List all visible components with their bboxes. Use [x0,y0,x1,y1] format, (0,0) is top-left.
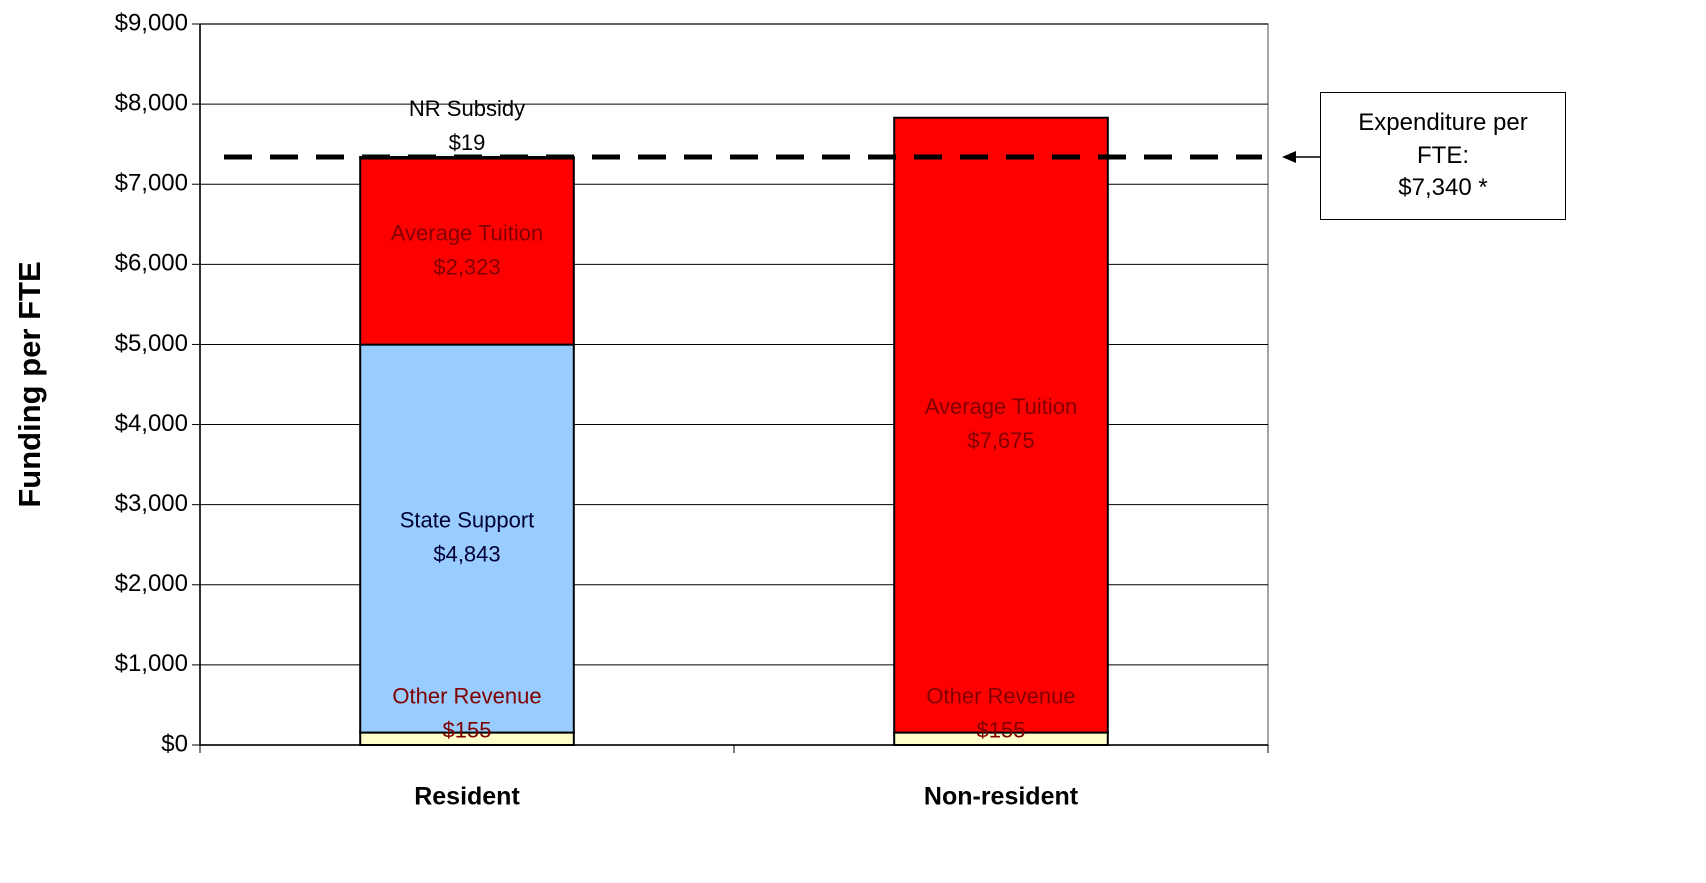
data-label: $155 [443,717,492,742]
data-label: $2,323 [433,254,500,279]
bar-segment [359,343,575,734]
bar-segment [893,116,1109,734]
y-tick-label: $8,000 [115,89,188,116]
y-tick-label: $7,000 [115,170,188,197]
y-tick-label: $4,000 [115,410,188,437]
bar-segment [359,157,575,346]
x-tick-label: Resident [414,783,520,811]
reference-value-label: $7,340 * [1398,174,1488,202]
y-tick-label: $0 [161,730,188,757]
data-label: $19 [449,130,486,155]
data-label-name: Other Revenue [926,683,1075,708]
annotation-arrowhead [1282,150,1296,163]
data-label: $7,675 [967,428,1034,453]
x-tick-label: Non-resident [924,783,1079,811]
y-tick-label: $5,000 [115,330,188,357]
y-tick-label: $9,000 [115,9,188,36]
data-label-name: Average Tuition [391,220,543,245]
y-tick-label: $2,000 [115,570,188,597]
data-label-name: State Support [400,507,535,532]
y-axis-label: Funding per FTE [12,261,47,507]
data-label: $155 [977,717,1026,742]
reference-label: Expenditure per FTE: [1358,109,1528,169]
reference-annotation: Expenditure per FTE: $7,340 * [1320,92,1566,220]
data-label-name: Average Tuition [925,394,1077,419]
data-label: $4,843 [433,541,500,566]
y-tick-label: $6,000 [115,250,188,277]
data-label-name: Other Revenue [392,683,541,708]
data-label-name: NR Subsidy [409,96,525,121]
y-tick-label: $3,000 [115,490,188,517]
y-tick-label: $1,000 [115,650,188,677]
